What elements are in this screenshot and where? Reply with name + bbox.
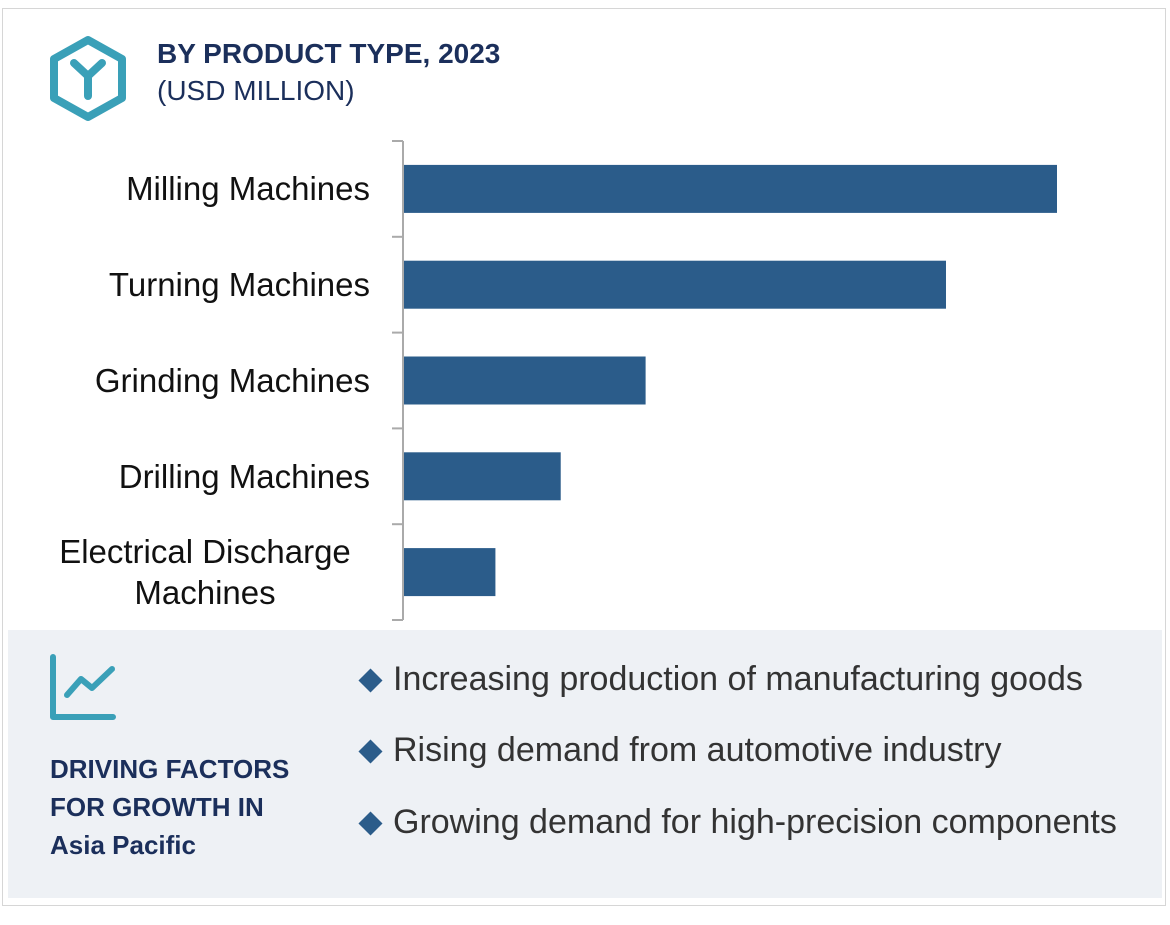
factors-heading: Asia Pacific	[50, 830, 196, 860]
bar	[404, 452, 561, 501]
category-label: Drilling Machines	[20, 456, 370, 497]
category-label: Milling Machines	[20, 168, 370, 209]
factor-item: Rising demand from automotive industry	[393, 731, 1002, 769]
category-text: Electrical Discharge Machines	[59, 533, 351, 612]
category-text: Turning Machines	[108, 266, 370, 304]
category-text: Milling Machines	[126, 170, 370, 208]
frame	[2, 8, 1166, 906]
category-text: Grinding Machines	[94, 362, 370, 399]
chart-subtitle: (USD MILLION)	[157, 75, 355, 106]
chart-title: BY PRODUCT TYPE, 2023	[157, 38, 501, 69]
category-label: Electrical Discharge Machines	[20, 531, 370, 613]
bar	[404, 548, 496, 597]
factor-item: Growing demand for high-precision compon…	[393, 803, 1117, 841]
factors-heading: DRIVING FACTORS	[50, 754, 290, 784]
hex-icon	[50, 36, 126, 121]
factors-panel	[8, 630, 1162, 898]
bar	[404, 356, 646, 405]
category-text: Drilling Machines	[118, 457, 370, 495]
bar	[404, 164, 1057, 213]
category-label: Turning Machines	[20, 264, 370, 305]
category-label: Grinding Machines	[20, 360, 370, 401]
bar	[404, 260, 946, 309]
factors-heading: FOR GROWTH IN	[50, 792, 264, 822]
factor-item: Increasing production of manufacturing g…	[393, 660, 1083, 698]
trend-icon	[50, 654, 116, 720]
